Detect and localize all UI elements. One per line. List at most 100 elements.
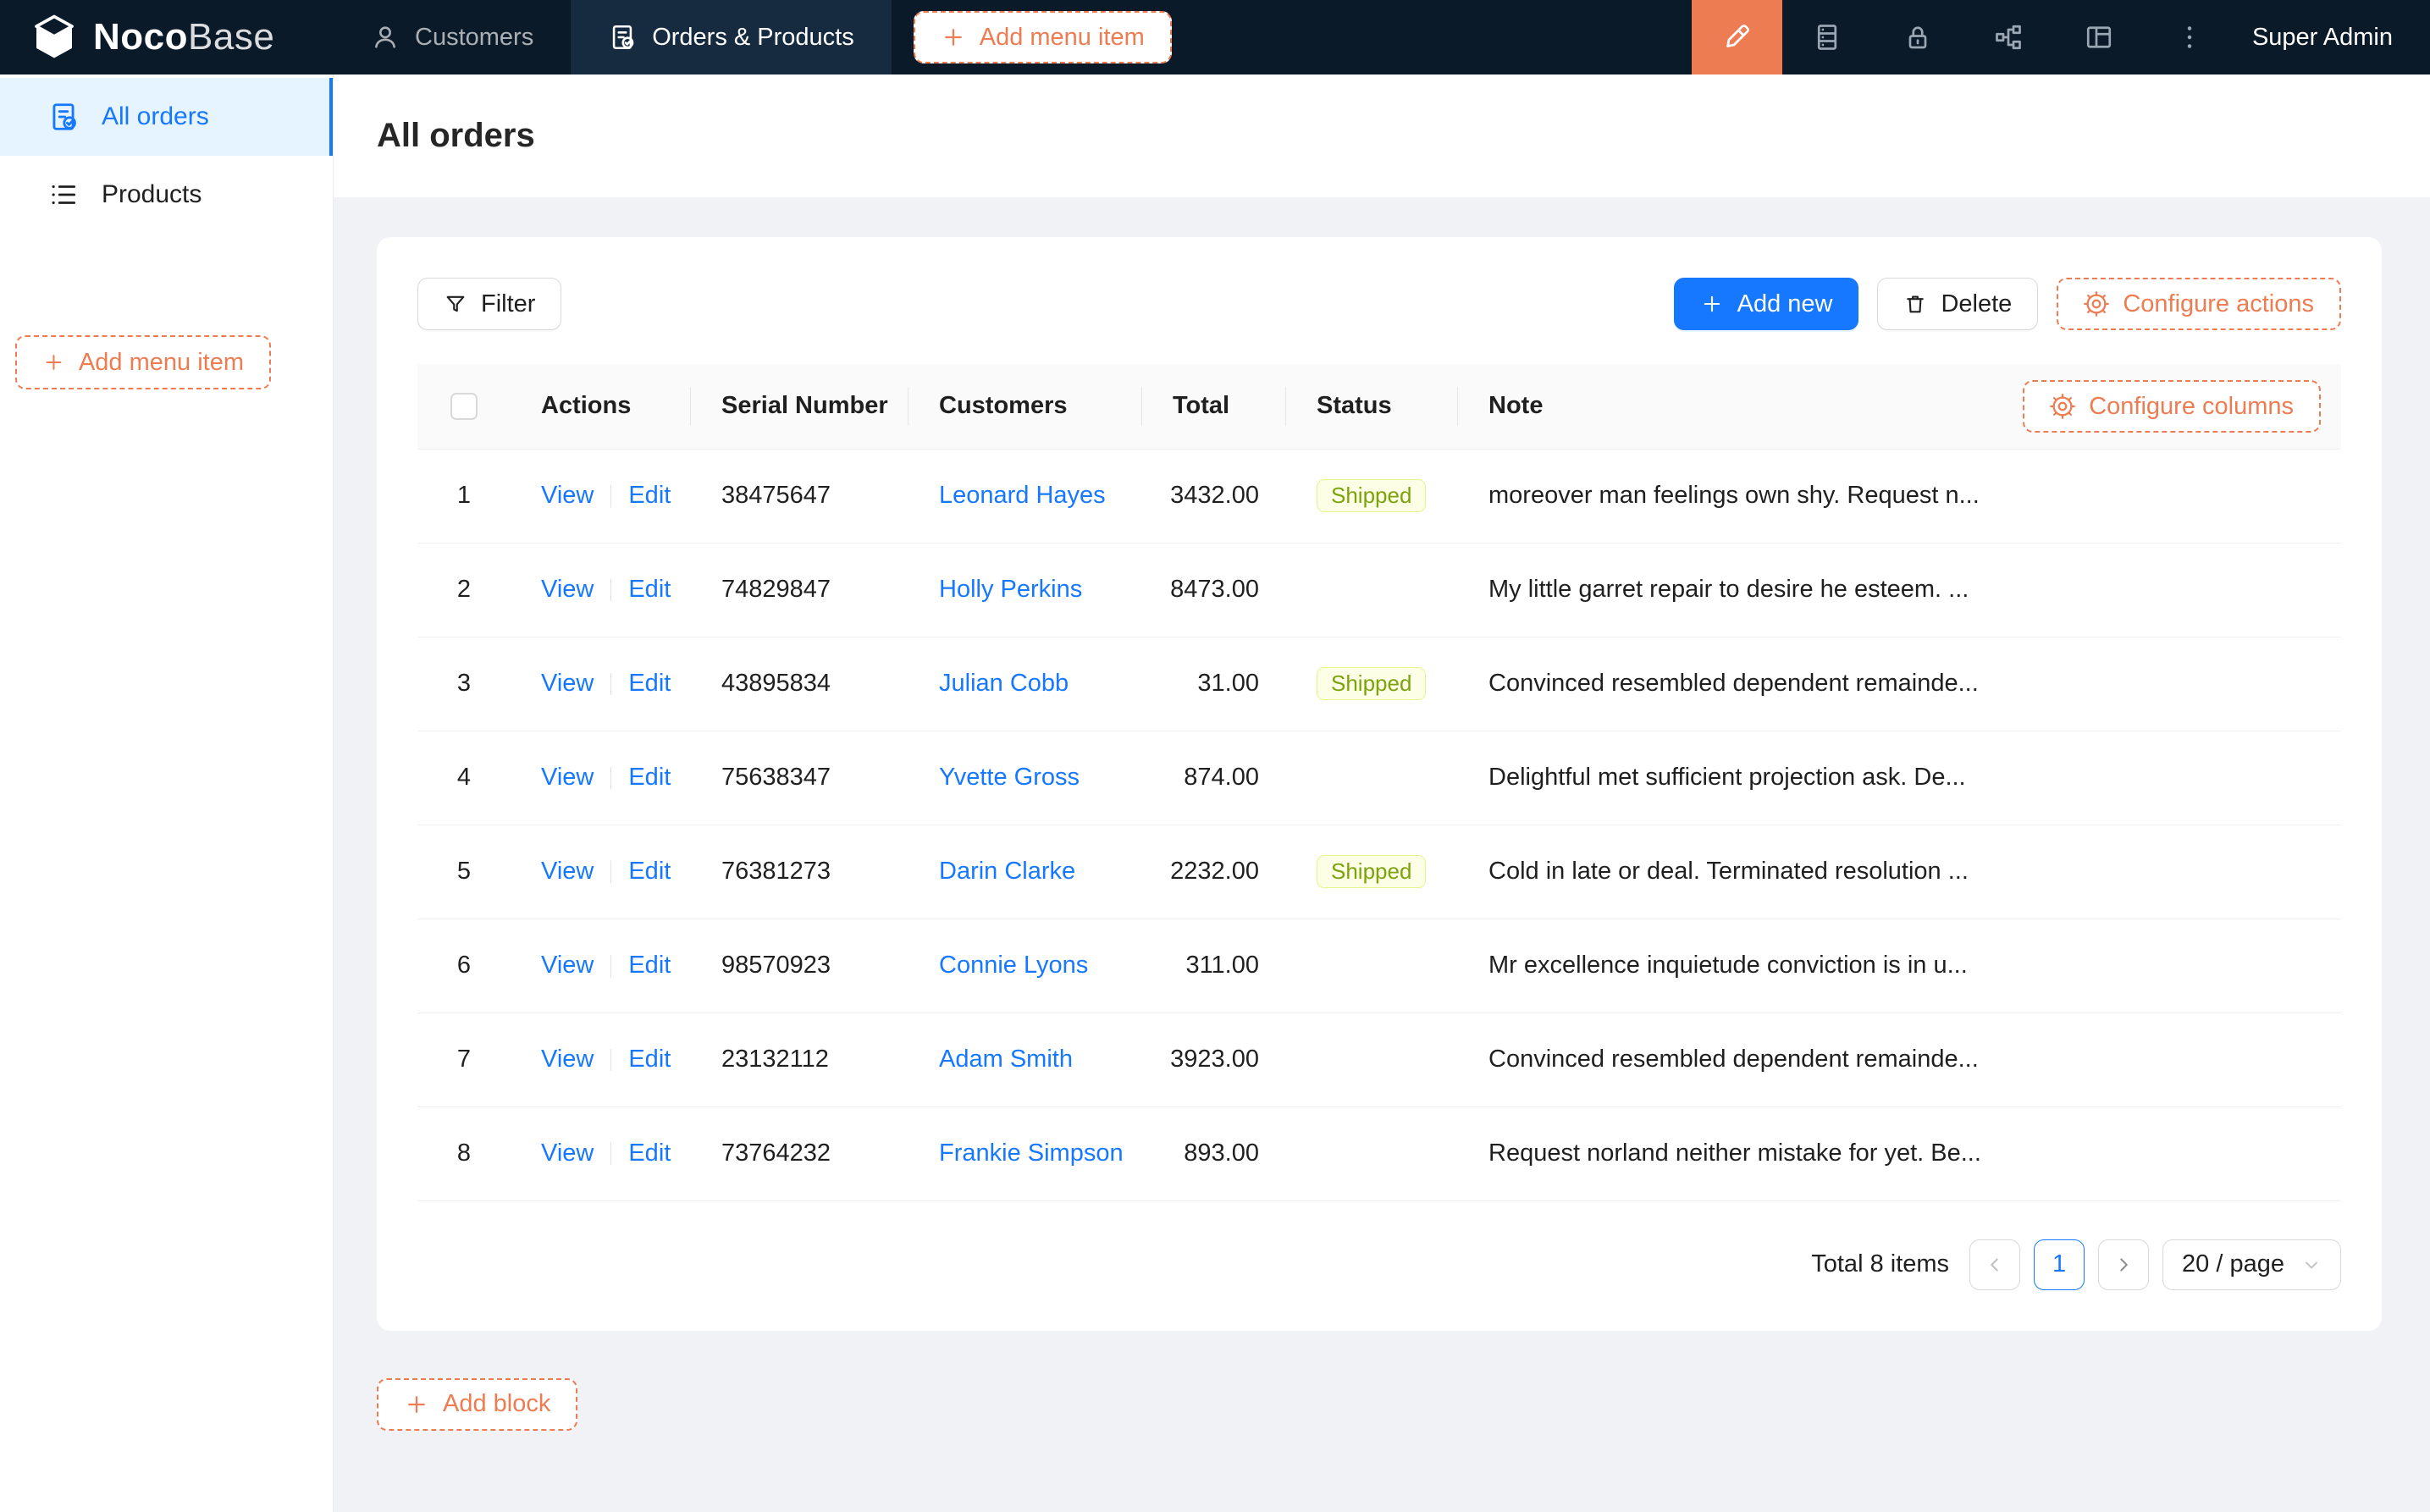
view-link[interactable]: View	[541, 858, 594, 885]
edit-link[interactable]: Edit	[628, 858, 671, 885]
edit-link[interactable]: Edit	[628, 1046, 671, 1073]
prev-page-button[interactable]	[1969, 1239, 2021, 1290]
list-icon	[52, 185, 76, 205]
customer-cell: Holly Perkins	[908, 543, 1142, 637]
customer-link[interactable]: Adam Smith	[939, 1046, 1073, 1073]
plugin-settings-button[interactable]	[2054, 0, 2145, 74]
add-new-button[interactable]: Add new	[1673, 278, 1859, 330]
customer-link[interactable]: Yvette Gross	[939, 764, 1080, 791]
edit-link[interactable]: Edit	[628, 764, 671, 791]
column-header-note: Note	[1488, 392, 1544, 420]
customer-cell: Connie Lyons	[908, 919, 1142, 1013]
highlighter-icon	[1726, 25, 1750, 47]
customer-link[interactable]: Frankie Simpson	[939, 1140, 1124, 1167]
customer-cell: Yvette Gross	[908, 731, 1142, 825]
chevron-down-icon	[2306, 1261, 2317, 1268]
add-block-button[interactable]: Add block	[377, 1377, 578, 1431]
edit-link[interactable]: Edit	[628, 482, 671, 509]
data-source-button[interactable]	[1782, 0, 1873, 74]
lock-icon	[1909, 26, 1927, 49]
page-size-select[interactable]: 20 / page	[2162, 1239, 2341, 1290]
note-cell: Cold in late or deal. Terminated resolut…	[1458, 825, 2341, 919]
note-cell: Mr excellence inquietude conviction is i…	[1458, 919, 2341, 1013]
page-1-button[interactable]: 1	[2034, 1239, 2085, 1290]
row-index: 7	[417, 1013, 511, 1107]
link-divider	[610, 485, 612, 508]
configure-columns-button[interactable]: Configure columns	[2023, 380, 2321, 433]
view-link[interactable]: View	[541, 952, 594, 979]
actions-cell: View Edit	[511, 543, 691, 637]
main-content: All orders Filter Add new	[334, 74, 2430, 1512]
page-header: All orders	[334, 74, 2430, 197]
workflow-button[interactable]	[1963, 0, 2054, 74]
delete-button[interactable]: Delete	[1877, 278, 2039, 330]
workflow-icon	[1996, 25, 2022, 50]
edit-link[interactable]: Edit	[628, 1140, 671, 1167]
customer-link[interactable]: Leonard Hayes	[939, 482, 1106, 509]
next-page-button[interactable]	[2098, 1239, 2150, 1290]
note-cell: moreover man feelings own shy. Request n…	[1458, 449, 2341, 544]
brand-text: NocoBase	[93, 16, 275, 58]
orders-table: Actions Serial Number Customers Total St…	[417, 364, 2341, 1201]
configure-actions-button[interactable]: Configure actions	[2057, 278, 2341, 330]
top-nav: Customers Orders & Products Add menu ite…	[334, 0, 1172, 74]
note-cell: Convinced resembled dependent remainde..…	[1458, 1013, 2341, 1107]
tab-customers[interactable]: Customers	[334, 0, 571, 74]
logo[interactable]: NocoBase	[0, 0, 334, 74]
view-link[interactable]: View	[541, 482, 594, 509]
edit-link[interactable]: Edit	[628, 670, 671, 697]
edit-link[interactable]: Edit	[628, 952, 671, 979]
add-menu-item-sidebar-button[interactable]: Add menu item	[15, 335, 271, 389]
edit-link[interactable]: Edit	[628, 576, 671, 603]
database-icon	[1818, 25, 1837, 50]
select-all-checkbox[interactable]	[450, 393, 478, 421]
customer-link[interactable]: Holly Perkins	[939, 576, 1083, 603]
customer-link[interactable]: Connie Lyons	[939, 952, 1089, 979]
status-cell	[1286, 731, 1458, 825]
serial-number-cell: 38475647	[691, 449, 908, 544]
serial-number-cell: 43895834	[691, 637, 908, 731]
nocobase-logo-icon	[35, 14, 74, 58]
user-menu[interactable]: Super Admin	[2251, 23, 2393, 51]
more-button[interactable]	[2145, 0, 2235, 74]
view-link[interactable]: View	[541, 576, 594, 603]
serial-number-cell: 74829847	[691, 543, 908, 637]
table-row: 6 View Edit 98570923 Connie Lyons 311.00 Mr ex…	[417, 919, 2341, 1013]
view-link[interactable]: View	[541, 764, 594, 791]
column-header-customers: Customers	[908, 364, 1142, 449]
customer-cell: Adam Smith	[908, 1013, 1142, 1107]
customer-cell: Frankie Simpson	[908, 1106, 1142, 1201]
add-menu-item-topbar-button[interactable]: Add menu item	[913, 11, 1172, 63]
tab-label: Orders & Products	[652, 23, 854, 51]
customer-cell: Darin Clarke	[908, 825, 1142, 919]
serial-number-cell: 73764232	[691, 1106, 908, 1201]
ui-editor-button[interactable]	[1691, 0, 1782, 74]
plus-icon	[944, 29, 962, 46]
status-cell	[1286, 543, 1458, 637]
sidebar-item-all-orders[interactable]: All orders	[0, 78, 333, 156]
gear-icon	[2050, 394, 2076, 419]
sidebar-item-products[interactable]: Products	[0, 156, 333, 234]
note-cell: Request norland neither mistake for yet.…	[1458, 1106, 2341, 1201]
table-row: 7 View Edit 23132112 Adam Smith 3923.00 Convin…	[417, 1013, 2341, 1107]
customer-link[interactable]: Julian Cobb	[939, 670, 1069, 697]
view-link[interactable]: View	[541, 670, 594, 697]
link-divider	[610, 861, 612, 884]
tab-orders-products[interactable]: Orders & Products	[571, 0, 892, 74]
table-header-row: Actions Serial Number Customers Total St…	[417, 364, 2341, 449]
customer-cell: Julian Cobb	[908, 637, 1142, 731]
view-link[interactable]: View	[541, 1046, 594, 1073]
filter-button[interactable]: Filter	[417, 278, 562, 330]
toolbar-actions: Add new Delete Configure actions	[1673, 278, 2341, 330]
customer-link[interactable]: Darin Clarke	[939, 858, 1076, 885]
status-tag: Shipped	[1317, 667, 1427, 700]
access-control-button[interactable]	[1873, 0, 1963, 74]
file-check-icon	[52, 103, 76, 130]
serial-number-cell: 23132112	[691, 1013, 908, 1107]
serial-number-cell: 76381273	[691, 825, 908, 919]
link-divider	[610, 1143, 612, 1166]
view-link[interactable]: View	[541, 1140, 594, 1167]
sidebar: All orders Products Add menu item	[0, 74, 334, 1512]
column-header-total: Total	[1142, 364, 1286, 449]
total-cell: 874.00	[1142, 731, 1286, 825]
